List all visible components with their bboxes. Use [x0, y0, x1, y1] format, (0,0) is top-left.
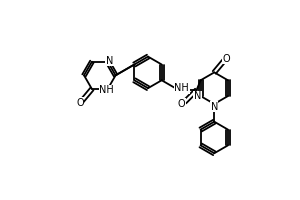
- Text: O: O: [178, 99, 185, 109]
- Text: O: O: [222, 54, 230, 64]
- Text: N: N: [106, 56, 113, 66]
- Text: NH: NH: [99, 85, 114, 95]
- Text: O: O: [76, 98, 84, 108]
- Text: N: N: [194, 91, 201, 101]
- Text: NH: NH: [174, 83, 189, 93]
- Text: N: N: [211, 102, 218, 112]
